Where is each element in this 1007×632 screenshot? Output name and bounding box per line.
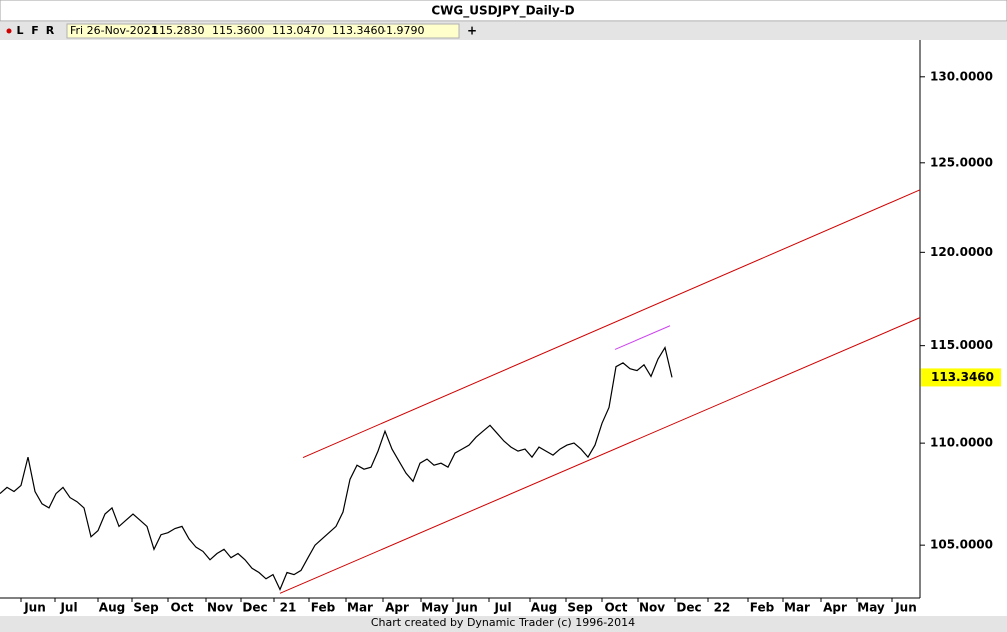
x-tick-label: Dec (676, 601, 701, 615)
x-tick-label: Sep (133, 601, 159, 615)
x-tick-label: Jun (894, 601, 917, 615)
x-tick-label: Nov (639, 601, 665, 615)
x-tick-label: Mar (347, 601, 373, 615)
y-tick-label: 125.0000 (930, 155, 993, 169)
x-tick-label: Jun (455, 601, 478, 615)
x-tick-label: Jul (493, 601, 511, 615)
x-tick-label: Mar (784, 601, 810, 615)
y-tick-label: 115.0000 (930, 338, 993, 352)
x-tick-label: Feb (311, 601, 336, 615)
x-tick-label: Oct (170, 601, 193, 615)
y-tick-label: 130.0000 (930, 69, 993, 83)
x-tick-label: Sep (567, 601, 593, 615)
status-dot (6, 28, 12, 34)
y-tick-label: 110.0000 (930, 436, 993, 450)
info-field: 115.3600 (212, 24, 265, 37)
x-tick-label: Nov (207, 601, 233, 615)
x-tick-label: Aug (531, 601, 557, 615)
footer: Chart created by Dynamic Trader (c) 1996… (371, 616, 635, 629)
add-button[interactable]: + (467, 24, 477, 38)
footer-bar (0, 616, 1007, 632)
x-tick-label: Apr (385, 601, 409, 615)
last-price-box (921, 368, 1001, 387)
y-tick-label: 120.0000 (930, 245, 993, 259)
x-tick-label: Apr (823, 601, 847, 615)
info-field: 113.3460 (332, 24, 385, 37)
trend-line (279, 317, 921, 594)
x-tick-label: Oct (604, 601, 627, 615)
price-line (0, 346, 673, 591)
title-bar (0, 0, 1007, 22)
x-tick-label: May (857, 601, 885, 615)
info-field: 113.0470 (272, 24, 325, 37)
x-tick-label: Aug (99, 601, 125, 615)
info-field: 115.2830 (152, 24, 205, 37)
last-price-label: 113.3460 (931, 370, 994, 384)
toolbar-button[interactable]: L (16, 24, 23, 37)
x-tick-label: Jun (23, 601, 46, 615)
x-tick-label: Dec (242, 601, 267, 615)
x-tick-label: May (421, 601, 449, 615)
x-tick-label: Jul (59, 601, 77, 615)
toolbar-button[interactable]: F (31, 24, 39, 37)
trend-line (614, 325, 671, 350)
info-field: -1.9790 (382, 24, 424, 37)
info-box (66, 23, 460, 39)
info-field: Fri 26-Nov-2021 (70, 24, 158, 37)
chart-title: CWG_USDJPY_Daily-D (431, 4, 574, 19)
trend-line (302, 189, 921, 458)
y-tick-label: 105.0000 (930, 538, 993, 552)
toolbar-button[interactable]: R (46, 24, 55, 37)
x-tick-label: Feb (750, 601, 775, 615)
x-tick-label: 21 (280, 601, 297, 615)
x-tick-label: 22 (714, 601, 731, 615)
